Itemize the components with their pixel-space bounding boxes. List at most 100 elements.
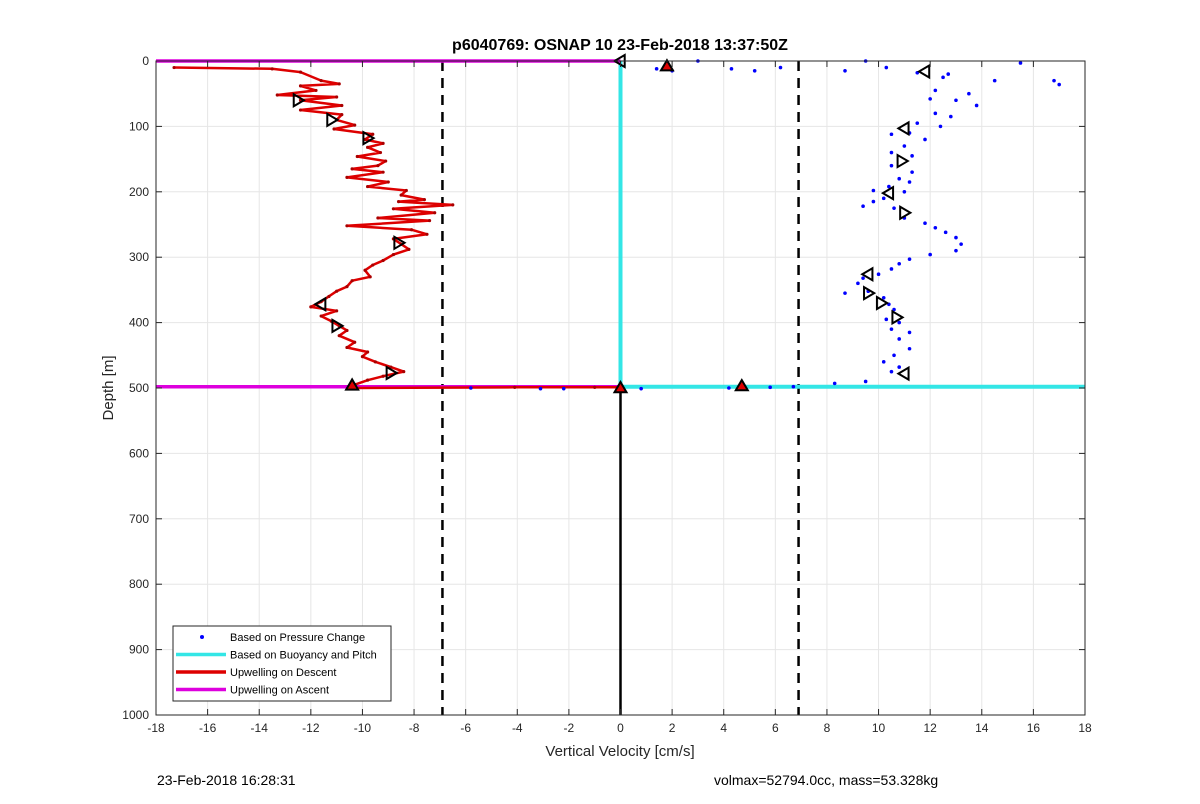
pressure-point	[902, 190, 907, 194]
descent-point	[270, 67, 274, 71]
descent-point	[309, 305, 313, 309]
pressure-point	[974, 103, 979, 108]
descent-point	[363, 268, 367, 272]
pressure-point	[954, 235, 958, 240]
descent-point	[386, 180, 390, 184]
pressure-point	[778, 65, 783, 70]
buoyancy-marker	[612, 380, 629, 394]
chart-title: p6040769: OSNAP 10 23-Feb-2018 13:37:50Z	[452, 37, 788, 54]
descent-point	[381, 141, 385, 146]
pressure-point	[938, 124, 943, 129]
pressure-point	[897, 365, 901, 369]
y-tick-label: 800	[129, 577, 149, 591]
descent-point	[345, 224, 349, 228]
x-tick-label: -12	[302, 721, 320, 735]
pressure-point	[1018, 61, 1023, 65]
axis-ticks: -18 -16 -14 -12 -10 -8 -6 -4 -2 0 2 4 6 8 10 12 14 16 18 0 1…	[122, 54, 1092, 735]
x-tick-label: 6	[772, 721, 779, 735]
descent-point	[366, 145, 370, 149]
pressure-point	[910, 154, 914, 158]
descent-marker	[331, 318, 345, 334]
descent-point	[593, 385, 597, 389]
pressure-point	[928, 97, 932, 101]
descent-point	[319, 314, 323, 318]
pressure-marker	[875, 295, 890, 311]
pressure-marker	[896, 153, 910, 169]
pressure-point	[469, 386, 473, 390]
pressure-point	[902, 144, 907, 148]
pressure-point	[892, 353, 896, 358]
descent-point	[409, 228, 414, 232]
descent-marker	[313, 296, 327, 313]
descent-point	[371, 132, 375, 136]
descent-marker	[385, 365, 399, 381]
pressure-marker	[896, 365, 910, 382]
x-tick-label: 12	[923, 721, 937, 735]
descent-point	[335, 289, 339, 293]
descent-point	[404, 188, 408, 193]
descent-point	[371, 263, 375, 267]
x-tick-label: -2	[564, 721, 575, 735]
pressure-point	[907, 180, 912, 184]
descent-point	[298, 70, 303, 74]
pressure-point	[954, 98, 958, 103]
pressure-marker	[917, 63, 931, 80]
descent-point	[376, 164, 380, 168]
pressure-point	[897, 337, 901, 341]
y-tick-label: 400	[129, 316, 149, 330]
x-tick-label: 8	[824, 721, 831, 735]
pressure-marker	[863, 285, 877, 301]
x-tick-label: 14	[975, 721, 989, 735]
pressure-point	[843, 291, 847, 295]
footer-mass-info: volmax=52794.0cc, mass=53.328kg	[714, 772, 939, 788]
descent-point	[391, 252, 396, 257]
pressure-point	[863, 379, 868, 384]
pressure-marker	[880, 185, 895, 201]
x-tick-label: 0	[617, 721, 624, 735]
descent-point	[298, 108, 303, 112]
descent-point	[381, 258, 385, 263]
y-tick-label: 1000	[122, 708, 149, 722]
descent-point	[366, 184, 370, 189]
y-tick-label: 700	[129, 512, 149, 526]
pressure-marker	[896, 120, 910, 137]
descent-point	[402, 370, 406, 374]
descent-point	[513, 385, 517, 389]
descent-point	[373, 360, 377, 364]
buoyancy-line	[618, 61, 1085, 389]
pressure-point	[910, 170, 914, 174]
pressure-point	[881, 196, 886, 201]
pressure-point	[892, 206, 896, 210]
y-tick-label: 0	[142, 54, 149, 68]
descent-marker	[326, 112, 340, 128]
descent-point	[396, 200, 401, 204]
pressure-point	[1052, 78, 1056, 83]
legend-label: Upwelling on Descent	[230, 667, 336, 679]
pressure-point	[639, 386, 643, 391]
descent-point	[345, 285, 349, 289]
pressure-point	[923, 221, 927, 225]
pressure-point	[538, 386, 543, 391]
legend-label: Based on Buoyancy and Pitch	[230, 650, 377, 662]
pressure-point	[949, 114, 953, 119]
pressure-point	[959, 242, 963, 246]
pressure-point	[889, 369, 894, 374]
descent-point	[451, 203, 455, 207]
pressure-point	[933, 225, 938, 230]
descent-point	[376, 216, 380, 220]
x-tick-label: 2	[669, 721, 676, 735]
pressure-point	[887, 184, 891, 189]
pressure-point	[923, 137, 927, 142]
descent-point	[337, 82, 341, 86]
pressure-point	[928, 252, 932, 257]
pressure-point	[889, 327, 894, 331]
descent-point	[427, 218, 432, 223]
descent-point	[355, 154, 359, 159]
pressure-point	[654, 67, 659, 71]
x-tick-label: 16	[1027, 721, 1041, 735]
descent-point	[337, 334, 341, 338]
pressure-point	[892, 307, 896, 312]
x-tick-label: -4	[512, 721, 523, 735]
pressure-point	[727, 386, 731, 390]
descent-marker	[344, 377, 360, 391]
